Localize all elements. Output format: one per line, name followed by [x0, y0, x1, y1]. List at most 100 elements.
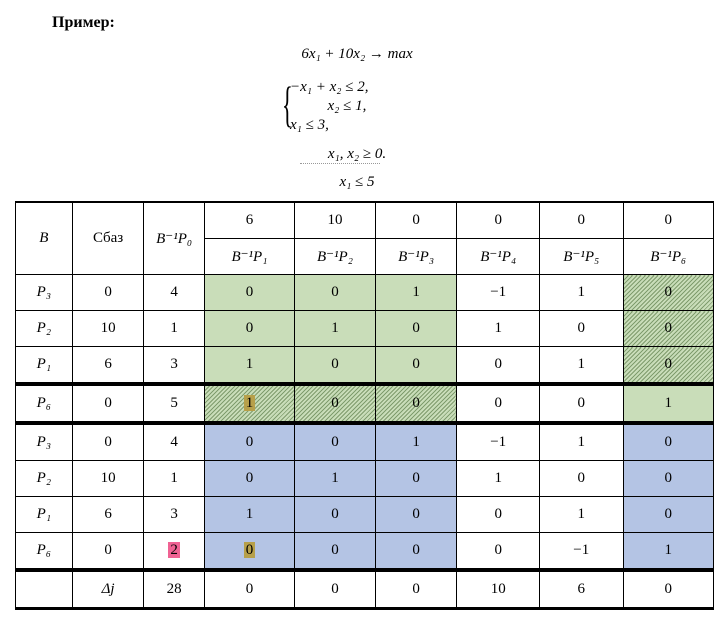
table-cell: −1 — [456, 274, 540, 311]
table-cell: 0 — [203, 274, 296, 311]
header-basis: B — [15, 201, 73, 275]
table-cell: 0 — [374, 496, 458, 533]
table-cell: 0 — [456, 532, 540, 571]
delta-cell: 0 — [294, 568, 376, 609]
table-cell: 0 — [456, 383, 540, 425]
delta-cell: 0 — [374, 568, 458, 609]
delta-label: Δj — [71, 568, 145, 609]
table-cell: 1 — [294, 460, 376, 497]
table-cell: 1 — [374, 422, 458, 461]
cbase-cell: 0 — [71, 274, 145, 311]
nonnegativity: x₁, x₂ ≥ 0. — [327, 146, 387, 162]
header-p3: B⁻¹P₃ — [374, 238, 458, 275]
table-cell: 1 — [622, 383, 714, 425]
table-cell: 0 — [374, 346, 458, 386]
table-cell: 1 — [456, 310, 540, 347]
table-cell: 0 — [203, 460, 296, 497]
table-cell: 0 — [203, 310, 296, 347]
table-cell: 1 — [539, 496, 624, 533]
delta-cell: 28 — [143, 568, 205, 609]
table-cell: 0 — [622, 422, 714, 461]
p0-cell: 3 — [143, 496, 205, 533]
table-cell: 0 — [622, 346, 714, 386]
constraint-system: −x₁ + x₂ ≤ 2, x₂ ≤ 1, x₁ ≤ 3, — [290, 78, 368, 135]
header-p6: B⁻¹P₆ — [622, 238, 714, 275]
objective-function: 6x₁ + 10x₂ → max — [301, 46, 413, 62]
strikethrough-artifact — [300, 163, 380, 167]
table-cell: 0 — [622, 310, 714, 347]
header-p0: B⁻¹P₀ — [143, 201, 205, 275]
cbase-cell: 0 — [71, 532, 145, 571]
header-c2: 10 — [294, 201, 376, 239]
table-cell: 0 — [622, 274, 714, 311]
header-cbase: Cбаз — [71, 201, 145, 275]
header-p4: B⁻¹P₄ — [456, 238, 540, 275]
basis-cell: P₆ — [15, 532, 73, 571]
delta-cell: 6 — [539, 568, 624, 609]
table-cell: 0 — [294, 532, 376, 571]
table-cell: −1 — [456, 422, 540, 461]
table-cell: 0 — [203, 422, 296, 461]
basis-cell: P₂ — [15, 460, 73, 497]
table-cell: 1 — [374, 274, 458, 311]
basis-cell: P₂ — [15, 310, 73, 347]
constraint-1: −x₁ + x₂ ≤ 2, — [290, 79, 369, 95]
delta-cell: 10 — [456, 568, 540, 609]
system-brace: { — [282, 76, 293, 132]
basis-cell: P₁ — [15, 346, 73, 386]
basis-cell: P₃ — [15, 422, 73, 461]
table-cell: 0 — [622, 460, 714, 497]
table-row: P₁ 6 3 1 0 0 0 1 0 — [15, 496, 714, 533]
table-cell: 0 — [294, 346, 376, 386]
table-row: P₃ 0 4 0 0 1 −1 1 0 — [15, 274, 714, 311]
table-row: P₆ 0 2 0 0 0 0 −1 1 — [15, 532, 714, 571]
constraint-2: x₂ ≤ 1, — [327, 98, 367, 114]
table-cell: 0 — [456, 496, 540, 533]
header-c5: 0 — [539, 201, 624, 239]
header-c3: 0 — [374, 201, 458, 239]
p0-cell: 3 — [143, 346, 205, 386]
table-cell: 0 — [294, 383, 376, 425]
table-cell: −1 — [539, 532, 624, 571]
table-cell: 0 — [539, 310, 624, 347]
p0-cell: 5 — [143, 383, 205, 425]
cbase-cell: 10 — [71, 460, 145, 497]
cbase-cell: 6 — [71, 346, 145, 386]
cbase-cell: 10 — [71, 310, 145, 347]
table-cell: 0 — [622, 496, 714, 533]
table-cell: 0 — [374, 310, 458, 347]
p0-cell: 4 — [143, 422, 205, 461]
table-cell: 1 — [203, 346, 296, 386]
highlight: 2 — [168, 542, 180, 558]
p0-cell: 2 — [143, 532, 205, 571]
table-cell: 0 — [539, 383, 624, 425]
table-cell: 1 — [203, 383, 296, 425]
cbase-cell: 0 — [71, 422, 145, 461]
cbase-cell: 0 — [71, 383, 145, 425]
table-cell: 1 — [622, 532, 714, 571]
basis-cell: P₆ — [15, 383, 73, 425]
table-cell: 0 — [456, 346, 540, 386]
cut-constraint: x₁ ≤ 5 — [339, 174, 375, 190]
table-cell: 0 — [294, 274, 376, 311]
table-cell: 0 — [374, 383, 458, 425]
header-c6: 0 — [622, 201, 714, 239]
table-cell: 0 — [294, 422, 376, 461]
table-cell: 0 — [294, 496, 376, 533]
table-cell: 1 — [456, 460, 540, 497]
table-cell: 1 — [539, 346, 624, 386]
header-p1: B⁻¹P₁ — [203, 238, 296, 275]
table-cell: 1 — [294, 310, 376, 347]
table-cell: 1 — [539, 422, 624, 461]
highlight: 1 — [243, 395, 256, 411]
header-p2: B⁻¹P₂ — [294, 238, 376, 275]
highlight: 0 — [243, 542, 256, 558]
table-cell: 0 — [539, 460, 624, 497]
basis-cell: P₁ — [15, 496, 73, 533]
example-title: Пример: — [52, 14, 115, 31]
header-row-1: B Cбаз B⁻¹P₀ 6 10 0 0 0 0 — [15, 201, 714, 275]
table-cell: 0 — [203, 532, 296, 571]
table-cell: 0 — [374, 532, 458, 571]
basis-cell: P₃ — [15, 274, 73, 311]
p0-cell: 4 — [143, 274, 205, 311]
